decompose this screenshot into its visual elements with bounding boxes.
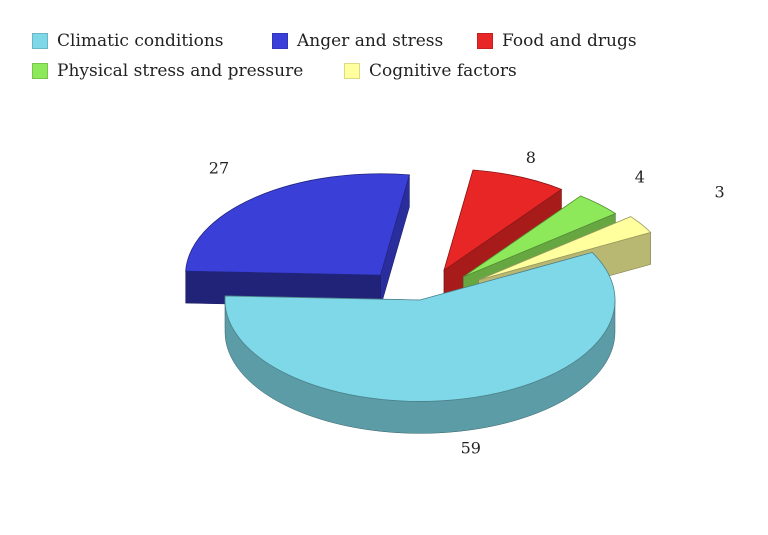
value-label-anger-and-stress: 27 <box>209 159 229 178</box>
legend-item-physical-stress: Physical stress and pressure <box>32 61 344 81</box>
legend-label-physical-stress: Physical stress and pressure <box>57 61 304 81</box>
legend-item-food-and-drugs: Food and drugs <box>477 31 637 51</box>
value-label-cognitive-factors: 3 <box>714 182 724 201</box>
legend-label-anger-and-stress: Anger and stress <box>297 31 444 51</box>
legend-row-1: Climatic conditions Anger and stress Foo… <box>32 26 732 56</box>
legend-item-climatic-conditions: Climatic conditions <box>32 31 272 51</box>
pie-top-layer <box>185 169 652 402</box>
legend-row-2: Physical stress and pressure Cognitive f… <box>32 56 732 86</box>
value-label-climatic-conditions: 59 <box>461 439 481 458</box>
legend-label-cognitive-factors: Cognitive factors <box>369 61 517 81</box>
value-label-layer: 59 27 8 4 3 <box>209 148 725 458</box>
pie-slice-climatic-conditions <box>224 251 616 402</box>
value-label-physical-stress-and-pressure: 4 <box>635 167 645 186</box>
pie-slice-physical-stress-and-pressure <box>462 195 617 278</box>
value-label-food-and-drugs: 8 <box>526 148 536 167</box>
legend-swatch-cognitive-factors <box>344 63 360 79</box>
pie-slice-anger-and-stress <box>185 173 410 276</box>
chart-legend: Climatic conditions Anger and stress Foo… <box>32 26 732 86</box>
legend-item-cognitive-factors: Cognitive factors <box>344 61 517 81</box>
pie-slice-food-and-drugs <box>443 169 563 272</box>
legend-swatch-food-and-drugs <box>477 33 493 49</box>
legend-label-climatic-conditions: Climatic conditions <box>57 31 224 51</box>
legend-swatch-climatic-conditions <box>32 33 48 49</box>
legend-swatch-anger-and-stress <box>272 33 288 49</box>
legend-label-food-and-drugs: Food and drugs <box>502 31 637 51</box>
legend-swatch-physical-stress <box>32 63 48 79</box>
pie-slice-cognitive-factors <box>478 216 652 281</box>
legend-item-anger-and-stress: Anger and stress <box>272 31 477 51</box>
